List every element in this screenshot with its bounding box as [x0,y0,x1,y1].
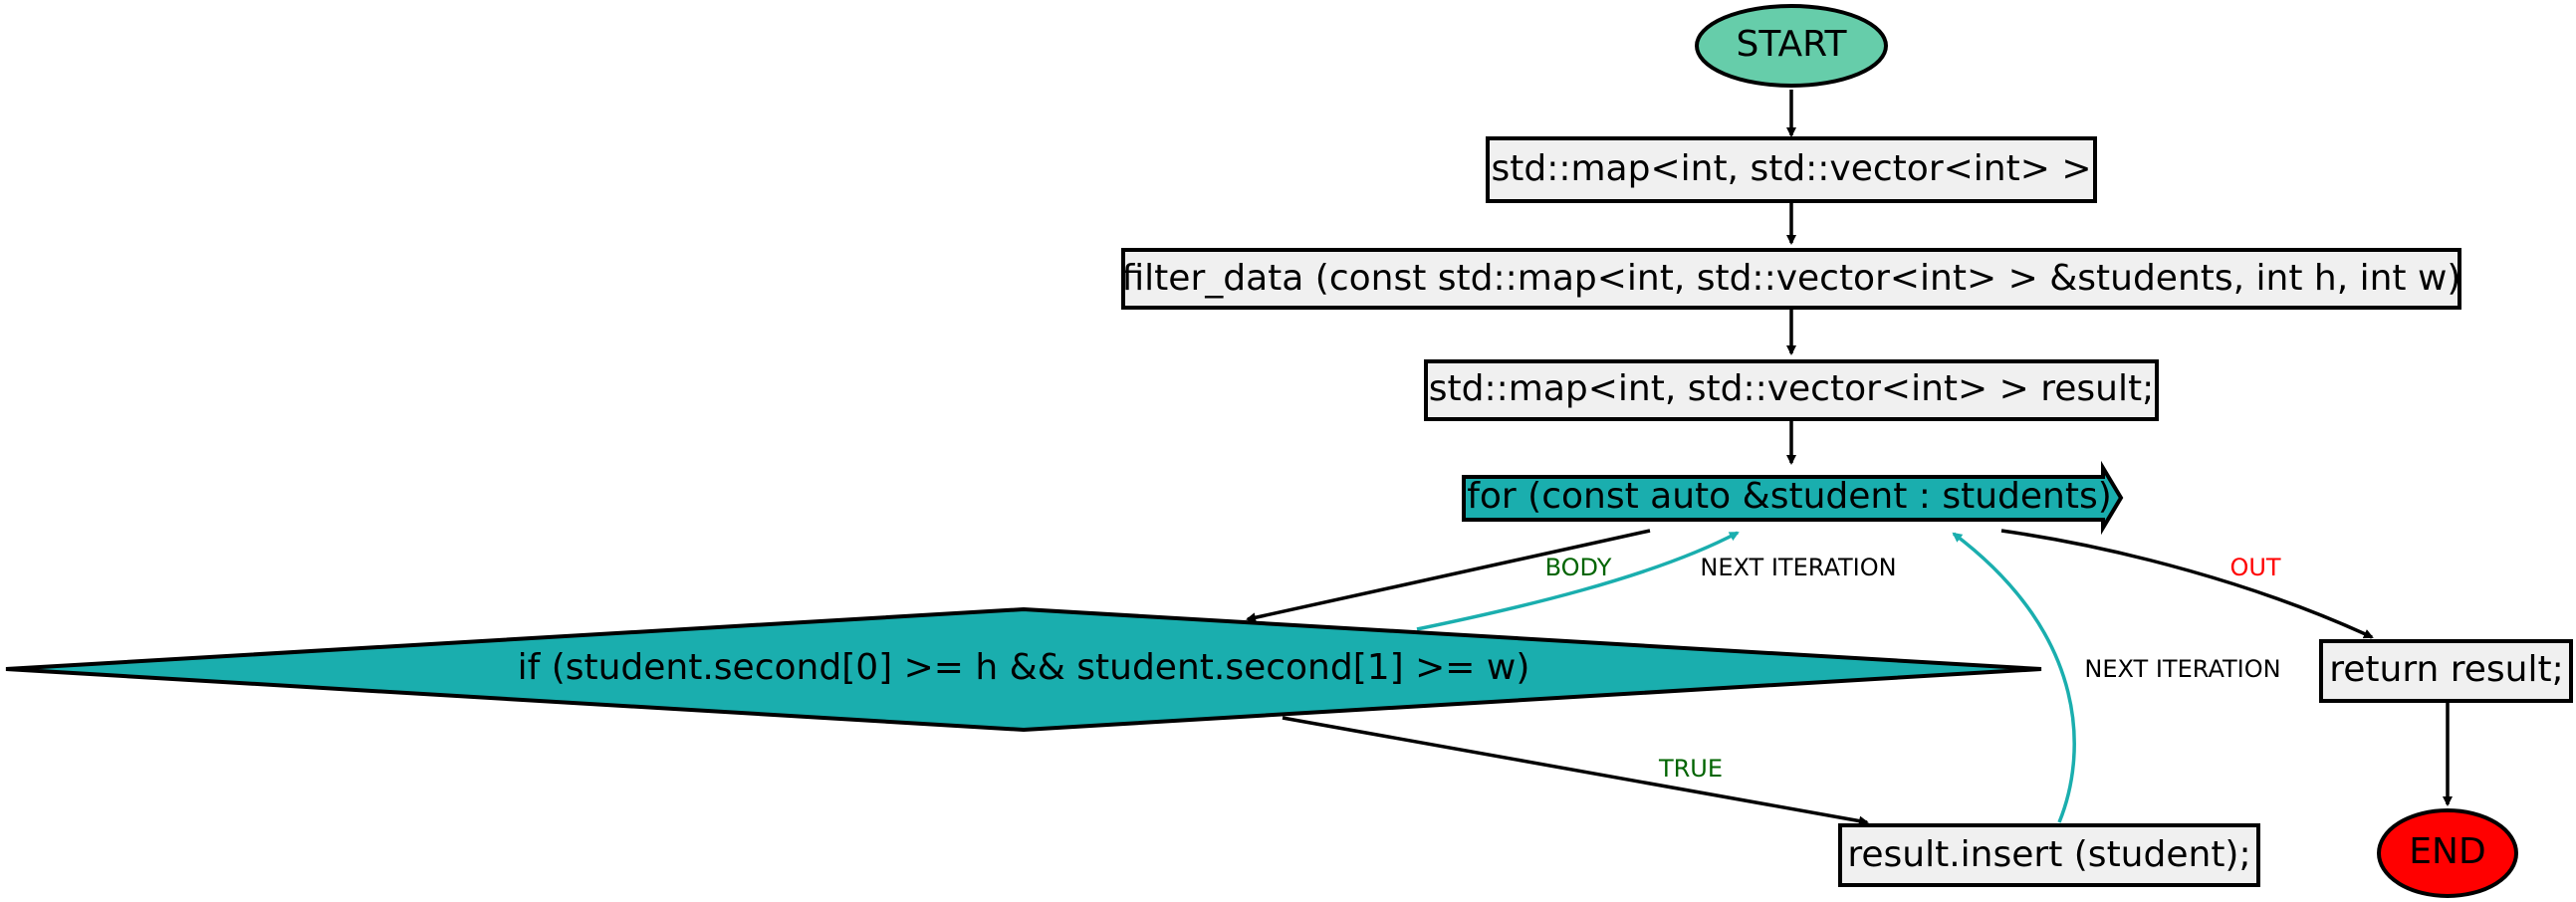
map-type-label: std::map<int, std::vector<int> > [1492,148,2092,189]
return-node: return result; [2319,639,2573,703]
end-node: END [2377,808,2518,898]
edge-for-to-if [1246,529,1651,623]
insert-node: result.insert (student); [1838,823,2260,887]
edge-insert-to-for-next [1952,532,2076,823]
edge-label-true: TRUE [1658,755,1723,783]
edge-label-out: OUT [2229,554,2280,581]
if-condition-label: if (student.second[0] >= h && student.se… [518,647,1530,688]
edge-if-to-for-next [1416,531,1740,631]
map-type-node: std::map<int, std::vector<int> > [1486,136,2097,203]
result-declaration-node: std::map<int, std::vector<int> > result; [1424,359,2159,421]
start-node: START [1695,4,1888,88]
edge-if-to-insert [1282,716,1869,826]
edge-label-next-iteration-1: NEXT ITERATION [1700,554,1896,581]
function-signature-node: filter_data (const std::map<int, std::ve… [1121,248,2461,310]
insert-label: result.insert (student); [1847,834,2250,875]
if-condition-node: if (student.second[0] >= h && student.se… [5,606,2042,733]
for-loop-label: for (const auto &student : students) [1467,476,2112,517]
edge-label-next-iteration-2: NEXT ITERATION [2084,655,2280,683]
end-label: END [2409,831,2485,872]
return-label: return result; [2329,649,2564,690]
for-loop-node: for (const auto &student : students) [1462,460,2124,536]
start-label: START [1736,24,1847,65]
function-signature-label: filter_data (const std::map<int, std::ve… [1122,258,2461,299]
result-declaration-label: std::map<int, std::vector<int> > result; [1429,368,2154,409]
edge-for-to-return [2000,529,2374,639]
edge-label-body: BODY [1545,554,1612,581]
